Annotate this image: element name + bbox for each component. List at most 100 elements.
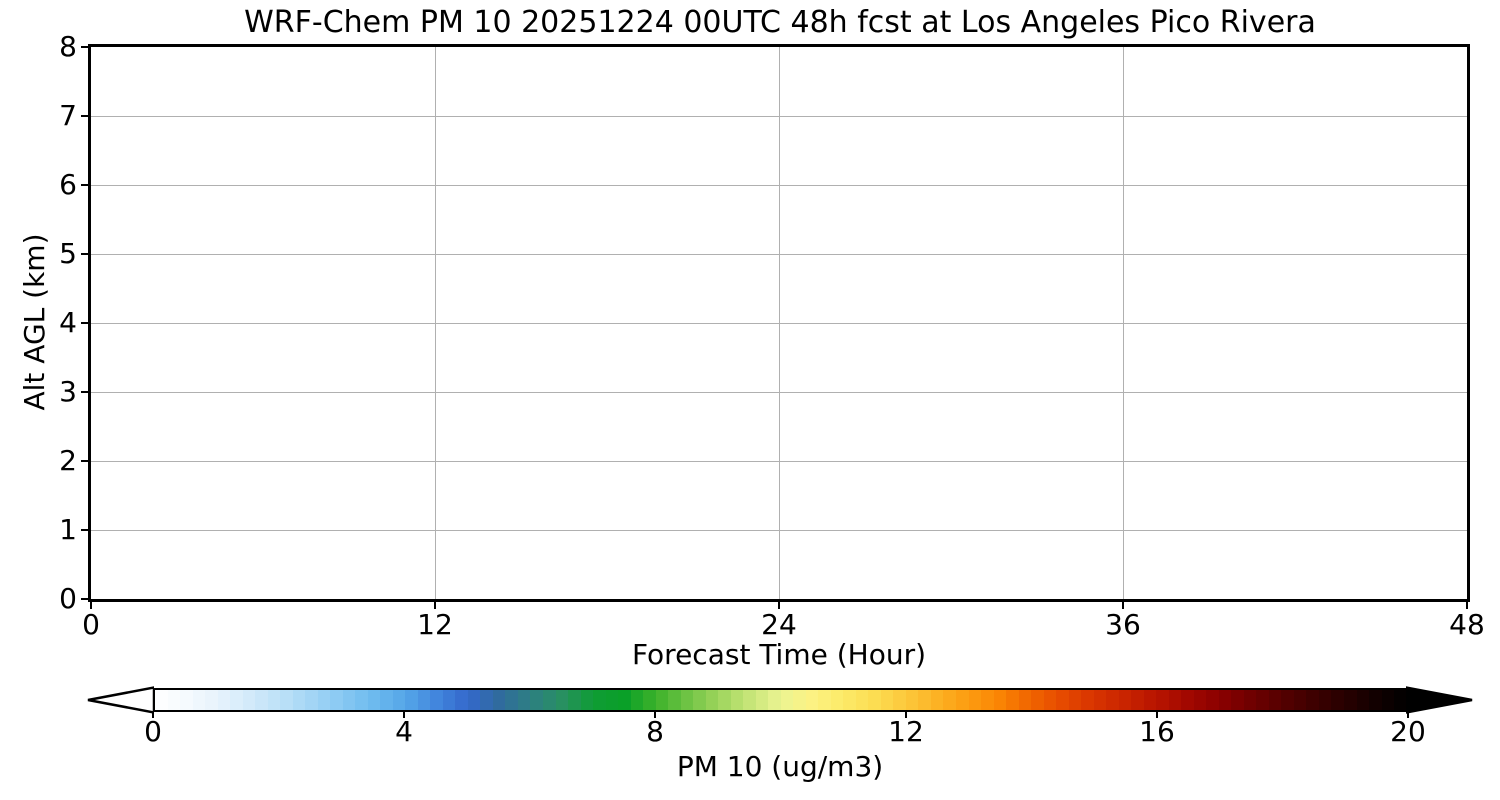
colorbar-segment-27 xyxy=(492,690,506,710)
colorbar-segment-52 xyxy=(805,690,819,710)
colorbar-segment-22 xyxy=(430,690,443,710)
colorbar-segment-20 xyxy=(405,690,418,710)
colorbar-segment-32 xyxy=(555,690,569,710)
colorbar-segment-79 xyxy=(1143,690,1157,710)
y-axis-tick-6 xyxy=(81,184,88,186)
y-axis-tick-5 xyxy=(81,253,88,255)
colorbar-segment-88 xyxy=(1256,690,1269,710)
colorbar-segment-62 xyxy=(930,690,944,710)
colorbar-segment-33 xyxy=(568,690,581,710)
colorbar-segment-49 xyxy=(768,690,781,710)
colorbar-segment-28 xyxy=(505,690,518,710)
colorbar-segment-89 xyxy=(1268,690,1282,710)
x-axis-tick-48 xyxy=(1466,602,1468,609)
x-tick-label-48: 48 xyxy=(1449,608,1485,641)
y-axis-tick-0 xyxy=(81,598,88,600)
colorbar-segment-67 xyxy=(993,690,1007,710)
colorbar-segment-96 xyxy=(1356,690,1370,710)
colorbar-segment-97 xyxy=(1369,690,1382,710)
colorbar-segment-91 xyxy=(1293,690,1307,710)
colorbar-segment-2 xyxy=(180,690,193,710)
x-tick-label-36: 36 xyxy=(1105,608,1141,641)
colorbar-segment-70 xyxy=(1031,690,1044,710)
y-axis-tick-1 xyxy=(81,529,88,531)
colorbar-segment-39 xyxy=(643,690,656,710)
colorbar-segment-48 xyxy=(755,690,769,710)
colorbar-segment-30 xyxy=(530,690,543,710)
colorbar-tick-label-0: 0 xyxy=(144,715,162,748)
colorbar-segment-29 xyxy=(517,690,531,710)
colorbar-segment-65 xyxy=(968,690,982,710)
colorbar-segment-84 xyxy=(1206,690,1219,710)
colorbar-tick-0 xyxy=(152,712,154,718)
colorbar-segment-94 xyxy=(1331,690,1344,710)
colorbar-tick-label-8: 8 xyxy=(646,715,664,748)
x-axis-tick-36 xyxy=(1122,602,1124,609)
colorbar-segment-25 xyxy=(467,690,481,710)
colorbar-segment-69 xyxy=(1018,690,1032,710)
colorbar-over-range-arrow xyxy=(1406,686,1473,714)
x-tick-label-24: 24 xyxy=(761,608,797,641)
colorbar-segment-34 xyxy=(580,690,594,710)
colorbar-segment-26 xyxy=(480,690,493,710)
colorbar-segment-99 xyxy=(1394,690,1407,710)
colorbar-segment-44 xyxy=(705,690,719,710)
colorbar-segment-86 xyxy=(1231,690,1244,710)
colorbar-segment-18 xyxy=(380,690,393,710)
colorbar-segment-72 xyxy=(1056,690,1069,710)
colorbar-segment-38 xyxy=(630,690,644,710)
x-axis-tick-12 xyxy=(434,602,436,609)
colorbar-tick-20 xyxy=(1407,712,1409,718)
colorbar-segment-0 xyxy=(155,690,168,710)
y-axis-tick-3 xyxy=(81,391,88,393)
colorbar-segment-85 xyxy=(1218,690,1232,710)
colorbar-segment-21 xyxy=(417,690,431,710)
colorbar-tick-label-4: 4 xyxy=(395,715,413,748)
colorbar-tick-16 xyxy=(1156,712,1158,718)
y-axis-tick-7 xyxy=(81,115,88,117)
colorbar-segment-66 xyxy=(981,690,994,710)
colorbar-segment-36 xyxy=(605,690,619,710)
colorbar-segment-35 xyxy=(593,690,606,710)
gridline-y-2 xyxy=(91,460,1467,462)
x-tick-label-0: 0 xyxy=(82,608,100,641)
colorbar-segment-73 xyxy=(1068,690,1082,710)
colorbar-segment-98 xyxy=(1381,690,1395,710)
gridline-y-5 xyxy=(91,253,1467,255)
colorbar-tick-label-20: 20 xyxy=(1390,715,1426,748)
colorbar-segment-43 xyxy=(693,690,706,710)
colorbar-segment-7 xyxy=(242,690,256,710)
colorbar-segment-63 xyxy=(943,690,956,710)
colorbar-segment-60 xyxy=(905,690,919,710)
colorbar-right-arrow-icon xyxy=(1406,686,1473,714)
colorbar-label: PM 10 (ug/m3) xyxy=(676,750,884,783)
colorbar-segment-61 xyxy=(918,690,931,710)
colorbar-segment-87 xyxy=(1243,690,1257,710)
colorbar-under-range-arrow xyxy=(87,686,154,714)
gridline-y-1 xyxy=(91,529,1467,531)
colorbar-segment-78 xyxy=(1131,690,1144,710)
colorbar-segment-71 xyxy=(1043,690,1057,710)
colorbar-segment-82 xyxy=(1181,690,1194,710)
colorbar-segment-11 xyxy=(292,690,306,710)
colorbar-segment-90 xyxy=(1281,690,1294,710)
gridline-y-3 xyxy=(91,391,1467,393)
colorbar-segment-8 xyxy=(255,690,268,710)
colorbar-segment-95 xyxy=(1343,690,1357,710)
colorbar-segment-24 xyxy=(455,690,468,710)
chart-title: WRF-Chem PM 10 20251224 00UTC 48h fcst a… xyxy=(244,5,1316,40)
colorbar-segment-77 xyxy=(1118,690,1132,710)
colorbar-segment-10 xyxy=(280,690,293,710)
y-axis-tick-8 xyxy=(81,46,88,48)
colorbar-segment-3 xyxy=(192,690,206,710)
colorbar-segment-76 xyxy=(1106,690,1119,710)
colorbar-segment-59 xyxy=(893,690,906,710)
colorbar-tick-label-12: 12 xyxy=(888,715,924,748)
colorbar-segment-83 xyxy=(1193,690,1207,710)
colorbar-segment-40 xyxy=(655,690,669,710)
y-tick-label-8: 8 xyxy=(59,30,77,63)
y-tick-label-5: 5 xyxy=(59,237,77,270)
colorbar xyxy=(153,688,1408,712)
colorbar-segment-4 xyxy=(205,690,218,710)
